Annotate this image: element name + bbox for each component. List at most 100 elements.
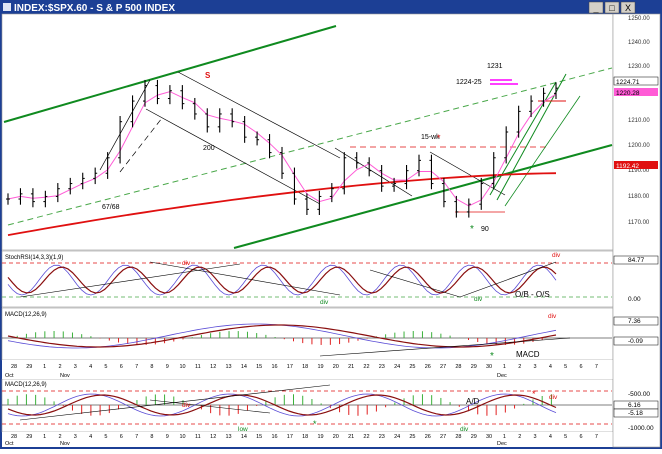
stoch-top-label: 84.77 [628, 257, 645, 264]
annot-90: 90 [481, 226, 489, 233]
x-tick-label: 4 [549, 364, 552, 370]
x-tick-label: 1 [503, 364, 506, 370]
long-ma-line [7, 172, 557, 236]
x-axis-strip-mid [2, 360, 613, 379]
y-tick: 1240.00 [628, 40, 650, 46]
x-month-dec-bottom: Dec [497, 441, 507, 447]
x-tick-label: 4 [89, 434, 92, 440]
x-tick-label: 2 [518, 364, 521, 370]
ad-red-star-icon: * [532, 389, 536, 399]
stoch-div-3: div [474, 296, 483, 303]
x-tick-label: 5 [104, 434, 107, 440]
annot-6768: 67/68 [102, 204, 120, 211]
ad-signal-line [7, 394, 557, 416]
window-controls: _ □ X [588, 1, 636, 14]
y-tick: 1210.00 [628, 118, 650, 124]
x-tick-label: 25 [409, 364, 415, 370]
y-tick: 1170.00 [628, 220, 650, 226]
y-tick: 1230.00 [628, 64, 650, 70]
x-tick-label: 29 [471, 364, 477, 370]
x-tick-label: 12 [210, 434, 216, 440]
maximize-button[interactable] [604, 1, 620, 14]
x-tick-label: 7 [595, 364, 598, 370]
x-month-oct-bottom: Oct [5, 441, 14, 447]
annot-s: S [205, 71, 211, 80]
x-tick-label: 3 [534, 364, 537, 370]
price-annotations-text: S 200 67/68 1231 1224-25 15-wk 90 * * [102, 63, 503, 235]
macd-hist-layer [16, 331, 552, 345]
y-tick: 1180.00 [628, 194, 650, 200]
lower-channel-line [233, 144, 613, 249]
x-tick-label: 18 [302, 434, 308, 440]
x-month-dec-mid: Dec [497, 373, 507, 379]
x-tick-label: 19 [317, 434, 323, 440]
ad-mid1-label: 6.16 [628, 402, 641, 409]
x-tick-label: 28 [11, 434, 17, 440]
x-tick-label: 3 [74, 434, 77, 440]
up-trend-dash [119, 117, 163, 173]
x-tick-label: 29 [26, 364, 32, 370]
ma-long-tag [614, 161, 658, 169]
x-axis-mid: 28 29 1 2 3 4 5 6 7 8 9 10 11 12 13 14 15 16 17 18 19 20 21 22 2… [11, 364, 598, 370]
long-ma-layer [7, 172, 557, 236]
upper-channel-line [3, 25, 337, 123]
x-tick-label: 6 [579, 364, 582, 370]
annot-122425: 1224-25 [456, 79, 482, 86]
x-tick-label: 24 [394, 364, 400, 370]
steep-up-3 [504, 95, 581, 207]
macd-caption: MACD [516, 350, 540, 359]
x-tick-label: 28 [455, 434, 461, 440]
x-month-nov-bottom: Nov [60, 441, 70, 447]
x-tick-label: 1 [43, 364, 46, 370]
down-channel-lower [145, 108, 321, 205]
x-tick-label: 21 [348, 434, 354, 440]
close-button[interactable] [620, 1, 636, 14]
ad-top-label: -500.00 [628, 391, 650, 398]
minimize-icon: _ [592, 3, 599, 13]
mid-down-line [334, 147, 413, 197]
x-tick-label: 3 [534, 434, 537, 440]
x-tick-label: 20 [333, 364, 339, 370]
x-tick-label: 7 [595, 434, 598, 440]
x-tick-label: 6 [120, 434, 123, 440]
y-tick: 1250.00 [628, 16, 650, 22]
x-tick-label: 8 [150, 434, 153, 440]
stoch-top-tag [613, 255, 659, 265]
ad-bottom-label: -1000.00 [628, 425, 654, 432]
x-tick-label: 15 [256, 364, 262, 370]
x-tick-label: 29 [471, 434, 477, 440]
last-price-label: 1224.71 [616, 79, 640, 86]
title-bar [0, 0, 662, 14]
ad-label: MACD(12,26,9) [5, 382, 47, 388]
stoch-trend-4 [459, 261, 557, 298]
stoch-panel [1, 250, 614, 308]
ad-mid2-label: -5.18 [628, 410, 643, 417]
x-tick-label: 29 [26, 434, 32, 440]
x-axis-bottom: 28 29 1 2 3 4 5 6 7 8 9 10 11 12 13 14 15 16 17 18 19 20 21 22 2… [11, 434, 598, 440]
x-tick-label: 26 [425, 434, 431, 440]
macd-label: MACD(12,26,9) [5, 312, 47, 318]
x-tick-label: 24 [394, 434, 400, 440]
window-title: INDEX:$SPX.60 - S & P 500 INDEX [14, 3, 175, 14]
minimize-button[interactable] [588, 1, 604, 14]
close-icon: X [625, 3, 631, 13]
x-tick-label: 19 [317, 364, 323, 370]
right-axis [612, 13, 661, 448]
x-tick-label: 16 [271, 434, 277, 440]
x-tick-label: 17 [287, 434, 293, 440]
macd-bottom-tag [613, 336, 659, 346]
late-down-line [429, 151, 506, 196]
mid-channel-dashed [7, 67, 613, 226]
x-tick-label: 11 [195, 434, 201, 440]
ad-div-1: div [182, 402, 191, 409]
x-tick-label: 21 [348, 364, 354, 370]
x-tick-label: 16 [271, 364, 277, 370]
x-tick-label: 23 [379, 434, 385, 440]
ad-green-star-icon: * [313, 419, 317, 429]
ma-short-tag [614, 88, 658, 96]
x-tick-label: 5 [104, 364, 107, 370]
x-tick-label: 4 [549, 434, 552, 440]
ma-short-label: 1220.28 [616, 90, 640, 97]
ad-div-3: div [549, 394, 558, 401]
